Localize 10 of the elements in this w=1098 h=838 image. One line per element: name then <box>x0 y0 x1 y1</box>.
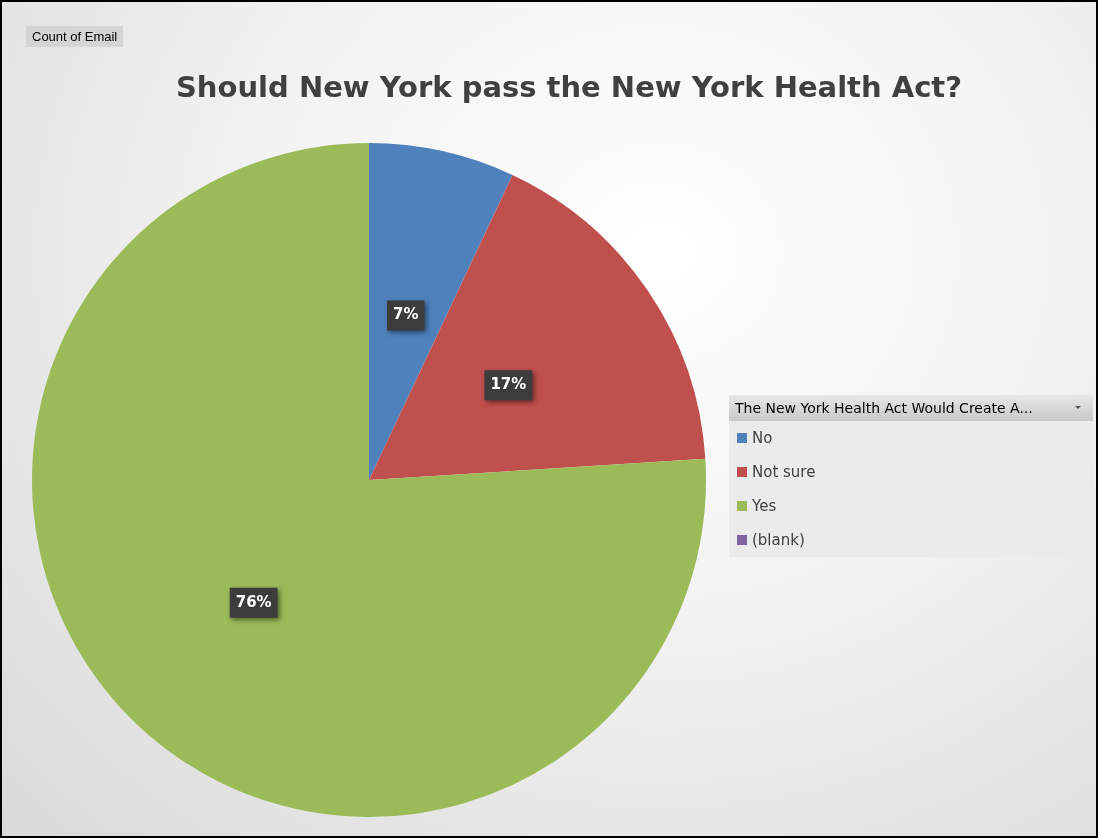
data-label: 7% <box>393 305 419 324</box>
legend-label: Not sure <box>752 463 816 481</box>
text: Count of Email <box>26 26 124 47</box>
legend-title: The New York Health Act Would Create A... <box>729 395 1093 421</box>
legend-label: No <box>752 429 773 447</box>
legend-label: Yes <box>752 497 777 515</box>
data-label: 76% <box>235 592 272 611</box>
legend-label: (blank) <box>752 531 805 549</box>
data-label: 17% <box>490 375 527 394</box>
chart-title: Should New York pass the New York Health Act? <box>175 70 963 104</box>
